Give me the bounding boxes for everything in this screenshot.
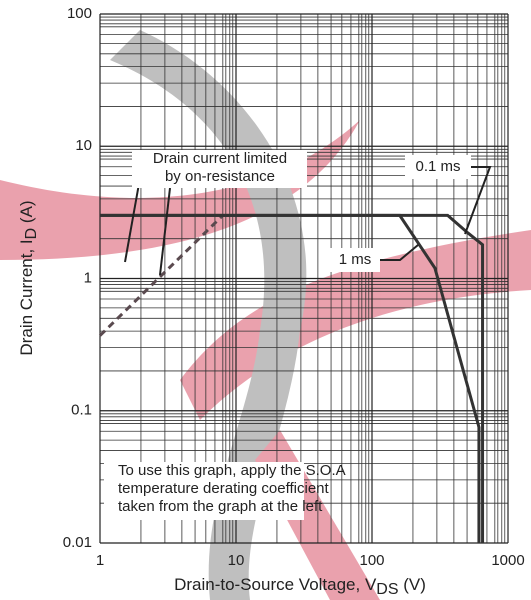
annotation: To use this graph, apply the S.O.A [118, 462, 346, 479]
y-tick-label: 10 [75, 137, 92, 154]
y-tick-label: 1 [84, 269, 92, 286]
y-tick-label: 0.01 [63, 534, 92, 551]
annotation: by on-resistance [165, 168, 275, 185]
x-tick-label: 10 [228, 552, 245, 569]
legend-label: 0.1 ms [415, 158, 460, 175]
chart: 1 10 100 1000 0.01 0.1 1 10 100 0.1 ms 1 ms Drain c… [0, 0, 531, 600]
annotation: temperature derating coefficient [118, 480, 330, 497]
annotation: taken from the graph at the left [118, 498, 323, 515]
x-tick-label: 100 [359, 552, 384, 569]
y-tick-label: 0.1 [71, 402, 92, 419]
y-tick-label: 100 [67, 5, 92, 22]
x-tick-label: 1000 [491, 552, 524, 569]
x-tick-label: 1 [96, 552, 104, 569]
legend-label: 1 ms [339, 251, 372, 268]
annotation: Drain current limited [153, 150, 287, 167]
